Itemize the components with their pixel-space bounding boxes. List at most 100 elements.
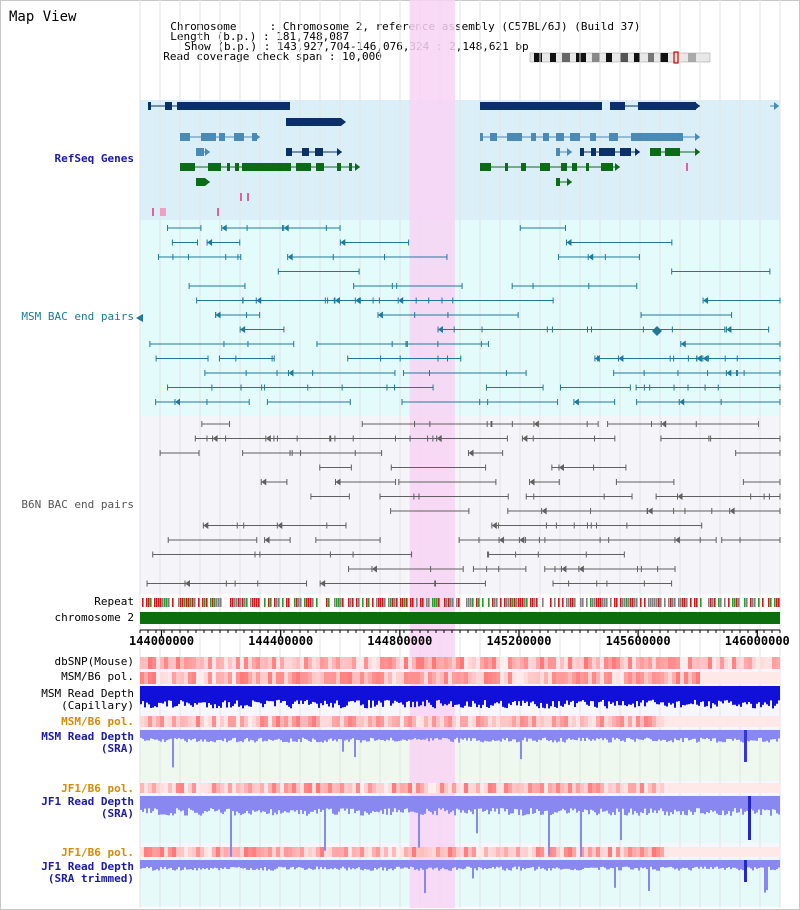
jf1-sra-depth-bar bbox=[334, 796, 336, 815]
jf1-trim-depth-bar bbox=[410, 860, 412, 867]
msm-pol-heat-cell bbox=[524, 672, 528, 684]
repeat-element bbox=[516, 598, 518, 607]
jf1-pol-heat-cell bbox=[304, 783, 308, 793]
msm-cap-depth-bar bbox=[578, 686, 580, 702]
repeat-element bbox=[470, 598, 472, 607]
jf1-pol-heat-cell bbox=[716, 783, 720, 793]
jf1-pol-heat-cell bbox=[552, 783, 556, 793]
dbsnp-heat-cell bbox=[768, 657, 772, 669]
msm-cap-depth-bar bbox=[276, 686, 278, 701]
msm-cap-depth-bar bbox=[614, 686, 616, 706]
jf1-sra-depth-bar bbox=[670, 796, 672, 813]
msm-pol2-heat-cell bbox=[160, 716, 164, 727]
msm-cap-depth-bar bbox=[352, 686, 354, 701]
msm-pol2-heat-cell bbox=[572, 716, 576, 727]
jf1-pol2-heat-cell bbox=[536, 847, 540, 857]
msm-cap-depth-bar bbox=[766, 686, 768, 705]
msm-pol-heat-cell bbox=[340, 672, 344, 684]
jf1-sra-depth-bar bbox=[428, 796, 430, 811]
jf1-pol2-heat-cell bbox=[256, 847, 260, 857]
track-label-b6n-bac[interactable]: B6N BAC end pairs bbox=[21, 498, 134, 511]
jf1-trim-depth-bar bbox=[686, 860, 688, 868]
jf1-trim-depth-bar bbox=[182, 860, 184, 870]
jf1-sra-depth-bar bbox=[518, 796, 520, 816]
msm-pol-heat-cell bbox=[428, 672, 432, 684]
msm-pol-heat-cell bbox=[540, 672, 544, 684]
jf1-trim-depth-bar bbox=[558, 860, 560, 869]
msm-cap-depth-bar bbox=[392, 686, 394, 704]
jf1-sra-depth-bar bbox=[354, 796, 356, 814]
repeat-element bbox=[388, 598, 390, 607]
msm-sra-depth-bar bbox=[210, 730, 212, 741]
jf1-sra-depth-bar bbox=[250, 796, 252, 815]
msm-pol-heat-cell bbox=[332, 672, 336, 684]
jf1-trim-depth-bar bbox=[334, 860, 336, 868]
gene-exon bbox=[671, 133, 683, 141]
msm-sra-depth-bar bbox=[284, 730, 286, 742]
msm-sra-depth-bar bbox=[296, 730, 298, 742]
jf1-trim-depth-bar bbox=[628, 860, 630, 868]
msm-sra-depth-bar bbox=[234, 730, 236, 738]
repeat-element bbox=[468, 598, 470, 607]
jf1-trim-depth-bar bbox=[732, 860, 734, 868]
msm-sra-depth-bar bbox=[594, 730, 596, 741]
msm-sra-depth-bar bbox=[522, 730, 524, 741]
track-label-msm-bac[interactable]: MSM BAC end pairs bbox=[21, 310, 134, 323]
jf1-pol2-heat-cell bbox=[404, 847, 408, 857]
jf1-trim-depth-bar bbox=[414, 860, 416, 870]
jf1-sra-depth-bar bbox=[156, 796, 158, 810]
gene-strand-arrow bbox=[341, 118, 346, 126]
jf1-sra-depth-bar bbox=[256, 796, 258, 812]
jf1-sra-depth-bar bbox=[176, 796, 178, 809]
jf1-sra-depth-bar bbox=[458, 796, 460, 810]
repeat-element bbox=[644, 598, 646, 607]
jf1-sra-depth-bar bbox=[210, 796, 212, 809]
msm-sra-depth-bar bbox=[540, 730, 542, 741]
msm-cap-depth-bar bbox=[434, 686, 436, 709]
jf1-sra-depth-bar bbox=[348, 796, 350, 815]
msm-pol-heat-cell bbox=[384, 672, 388, 684]
jf1-sra-depth-bar bbox=[342, 796, 344, 809]
jf1-pol2-heat-cell bbox=[704, 847, 708, 857]
jf1-pol2-heat-cell bbox=[224, 847, 228, 857]
msm-cap-depth-bar bbox=[218, 686, 220, 706]
msm-pol-heat-cell bbox=[172, 672, 176, 684]
gene-exon bbox=[180, 133, 190, 141]
msm-cap-depth-bar bbox=[718, 686, 720, 701]
jf1-trim-depth-bar bbox=[274, 860, 276, 870]
msm-sra-depth-bar bbox=[270, 730, 272, 740]
msm-bac-pair-marker bbox=[175, 398, 181, 406]
msm-cap-depth-bar bbox=[440, 686, 442, 704]
msm-cap-depth-bar bbox=[774, 686, 776, 706]
jf1-trim-depth-bar bbox=[694, 860, 696, 868]
dbsnp-heat-cell bbox=[752, 657, 756, 669]
msm-sra-depth-bar bbox=[224, 730, 226, 739]
jf1-sra-depth-bar bbox=[166, 796, 168, 816]
jf1-sra-depth-bar bbox=[164, 796, 166, 815]
msm-cap-depth-bar bbox=[632, 686, 634, 704]
msm-pol2-heat-cell bbox=[736, 716, 740, 727]
repeat-element bbox=[696, 598, 698, 607]
jf1-trim-depth-bar bbox=[170, 860, 172, 868]
jf1-sra-depth-bar bbox=[222, 796, 224, 815]
gene-exon bbox=[609, 133, 618, 141]
jf1-pol-heat-cell bbox=[612, 783, 616, 793]
msm-sra-depth-bar bbox=[548, 730, 550, 742]
jf1-pol-heat-cell bbox=[744, 783, 748, 793]
msm-cap-depth-bar bbox=[552, 686, 554, 702]
track-label-refseq[interactable]: RefSeq Genes bbox=[54, 152, 134, 165]
msm-cap-depth-bar bbox=[518, 686, 520, 702]
jf1-pol-heat-cell bbox=[720, 783, 724, 793]
jf1-sra-depth-bar bbox=[712, 796, 714, 812]
msm-cap-depth-bar bbox=[452, 686, 454, 707]
jf1-sra-depth-bar bbox=[546, 796, 548, 811]
dbsnp-heat-cell bbox=[776, 657, 780, 669]
msm-sra-depth-bar bbox=[652, 730, 654, 742]
jf1-trim-depth-bar bbox=[198, 860, 200, 868]
jf1-trim-depth-bar bbox=[778, 860, 780, 868]
dbsnp-heat-cell bbox=[396, 657, 400, 669]
jf1-pol-heat-cell bbox=[564, 783, 568, 793]
jf1-trim-depth-bar bbox=[696, 860, 698, 867]
jf1-trim-depth-bar bbox=[394, 860, 396, 869]
